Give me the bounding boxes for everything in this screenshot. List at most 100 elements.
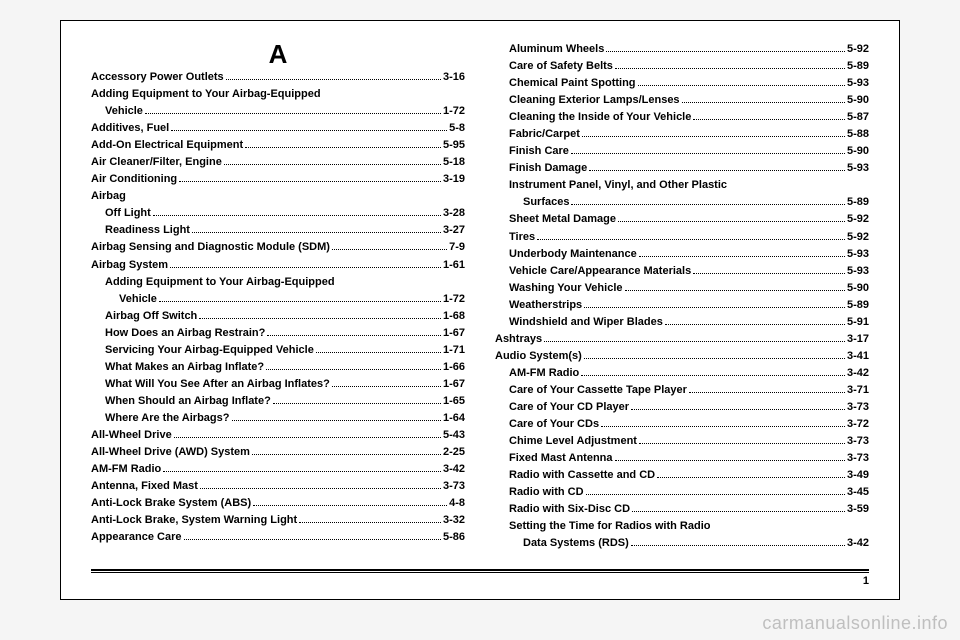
index-page-ref: 1-66	[443, 359, 465, 376]
index-page-ref: 5-90	[847, 92, 869, 109]
index-row: Care of Your Cassette Tape Player3-71	[495, 382, 869, 399]
index-row: Data Systems (RDS)3-42	[495, 535, 869, 552]
index-label: Readiness Light	[105, 222, 190, 239]
index-row: Instrument Panel, Vinyl, and Other Plast…	[495, 177, 869, 194]
watermark: carmanualsonline.info	[762, 613, 948, 634]
index-label: What Makes an Airbag Inflate?	[105, 359, 264, 376]
index-row: Cleaning Exterior Lamps/Lenses5-90	[495, 92, 869, 109]
leader-dots	[618, 221, 845, 222]
index-page-ref: 1-61	[443, 257, 465, 274]
index-row: Fabric/Carpet5-88	[495, 126, 869, 143]
index-row: Air Cleaner/Filter, Engine5-18	[91, 154, 465, 171]
index-label: Vehicle	[119, 291, 157, 308]
index-page-ref: 5-92	[847, 211, 869, 228]
index-page-ref: 3-45	[847, 484, 869, 501]
index-row: Air Conditioning3-19	[91, 171, 465, 188]
index-page-ref: 3-17	[847, 331, 869, 348]
index-row: Windshield and Wiper Blades5-91	[495, 314, 869, 331]
index-page-ref: 3-73	[847, 450, 869, 467]
leader-dots	[159, 301, 441, 302]
index-page-ref: 2-25	[443, 444, 465, 461]
leader-dots	[200, 488, 441, 489]
index-label: Finish Care	[509, 143, 569, 160]
leader-dots	[581, 375, 845, 376]
index-page-ref: 5-86	[443, 529, 465, 546]
index-row: Ashtrays 3-17	[495, 331, 869, 348]
index-label: Tires	[509, 229, 535, 246]
index-label: Care of Your CD Player	[509, 399, 629, 416]
index-page-ref: 5-87	[847, 109, 869, 126]
leader-dots	[615, 460, 845, 461]
index-row: Airbag System1-61	[91, 257, 465, 274]
index-label: Air Cleaner/Filter, Engine	[91, 154, 222, 171]
index-row: All-Wheel Drive (AWD) System 2-25	[91, 444, 465, 461]
index-row: Washing Your Vehicle5-90	[495, 280, 869, 297]
index-row: Setting the Time for Radios with Radio	[495, 518, 869, 535]
index-label: Care of Safety Belts	[509, 58, 613, 75]
index-row: Antenna, Fixed Mast3-73	[91, 478, 465, 495]
leader-dots	[199, 318, 441, 319]
index-page-ref: 5-91	[847, 314, 869, 331]
index-label: Airbag	[91, 188, 126, 205]
leader-dots	[163, 471, 441, 472]
right-column: Aluminum Wheels 5-92 Care of Safety Belts 5…	[495, 41, 869, 561]
index-page-ref: 5-89	[847, 58, 869, 75]
leader-dots	[665, 324, 845, 325]
index-page-ref: 1-67	[443, 376, 465, 393]
index-row: Adding Equipment to Your Airbag-Equipped	[91, 274, 465, 291]
index-page-ref: 1-67	[443, 325, 465, 342]
leader-dots	[606, 51, 845, 52]
leader-dots	[170, 267, 441, 268]
index-label: AM-FM Radio	[91, 461, 161, 478]
index-row: Finish Care 5-90	[495, 143, 869, 160]
index-row: Care of Your CD Player3-73	[495, 399, 869, 416]
index-row: All-Wheel Drive5-43	[91, 427, 465, 444]
leader-dots	[226, 79, 441, 80]
leader-dots	[601, 426, 845, 427]
left-column: A Accessory Power Outlets3-16Adding Equi…	[91, 41, 465, 561]
index-row: Anti-Lock Brake System (ABS) 4-8	[91, 495, 465, 512]
leader-dots	[625, 290, 845, 291]
index-row: Tires5-92	[495, 229, 869, 246]
index-row: AM-FM Radio3-42	[91, 461, 465, 478]
index-label: Ashtrays	[495, 331, 542, 348]
index-page-ref: 5-90	[847, 143, 869, 160]
index-row: Weatherstrips5-89	[495, 297, 869, 314]
index-label: Add-On Electrical Equipment	[91, 137, 243, 154]
index-label: All-Wheel Drive (AWD) System	[91, 444, 250, 461]
index-label: Chemical Paint Spotting	[509, 75, 636, 92]
index-page-ref: 5-43	[443, 427, 465, 444]
index-page-ref: 3-41	[847, 348, 869, 365]
index-row: Additives, Fuel5-8	[91, 120, 465, 137]
index-page-ref: 5-95	[443, 137, 465, 154]
index-page-ref: 4-8	[449, 495, 465, 512]
index-label: Appearance Care	[91, 529, 182, 546]
index-row: Finish Damage5-93	[495, 160, 869, 177]
index-row: What Will You See After an Airbag Inflat…	[91, 376, 465, 393]
index-label: Anti-Lock Brake System (ABS)	[91, 495, 251, 512]
index-label: Radio with Six-Disc CD	[509, 501, 630, 518]
index-label: Additives, Fuel	[91, 120, 169, 137]
leader-dots	[153, 215, 441, 216]
index-label: Sheet Metal Damage	[509, 211, 616, 228]
leader-dots	[245, 147, 441, 148]
index-page-ref: 1-65	[443, 393, 465, 410]
index-label: Underbody Maintenance	[509, 246, 637, 263]
index-label: Antenna, Fixed Mast	[91, 478, 198, 495]
index-page-ref: 3-28	[443, 205, 465, 222]
index-row: What Makes an Airbag Inflate? 1-66	[91, 359, 465, 376]
index-page-ref: 3-72	[847, 416, 869, 433]
leader-dots	[332, 386, 441, 387]
index-label: Aluminum Wheels	[509, 41, 604, 58]
index-row: Chime Level Adjustment3-73	[495, 433, 869, 450]
leader-dots	[174, 437, 441, 438]
leader-dots	[689, 392, 845, 393]
index-label: Adding Equipment to Your Airbag-Equipped	[105, 274, 335, 291]
index-page-ref: 3-19	[443, 171, 465, 188]
index-page-ref: 3-49	[847, 467, 869, 484]
leader-dots	[584, 307, 845, 308]
index-page-ref: 3-27	[443, 222, 465, 239]
index-label: Instrument Panel, Vinyl, and Other Plast…	[509, 177, 727, 194]
index-label: Servicing Your Airbag-Equipped Vehicle	[105, 342, 314, 359]
leader-dots	[537, 239, 845, 240]
